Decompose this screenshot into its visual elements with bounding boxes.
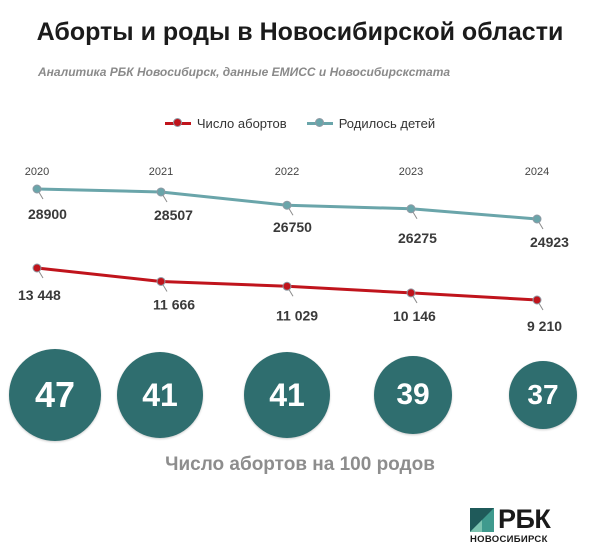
data-label: 24923 (530, 234, 569, 250)
legend-label-births: Родилось детей (338, 116, 436, 131)
legend-label-abortions: Число абортов (196, 116, 287, 131)
data-point (282, 281, 292, 291)
data-label: 26275 (398, 230, 437, 246)
year-label-2021: 2021 (149, 166, 173, 178)
data-point (282, 200, 292, 210)
data-label: 11 666 (153, 296, 195, 312)
data-point (156, 187, 166, 197)
chart-subtitle: Аналитика РБК Новосибирск, данные ЕМИСС … (38, 65, 451, 79)
brand-name: РБК (498, 504, 551, 534)
data-label: 13 448 (18, 287, 61, 303)
data-point (156, 276, 166, 286)
data-label: 9 210 (527, 318, 562, 334)
year-label-2022: 2022 (275, 166, 299, 178)
legend-swatch-births (306, 118, 333, 127)
data-point (32, 184, 42, 194)
legend: Число абортов Родилось детей (0, 116, 600, 131)
year-label-2023: 2023 (399, 166, 423, 178)
data-point (532, 295, 542, 305)
year-label-2024: 2024 (525, 166, 549, 178)
chart-title: Аборты и роды в Новосибирской области (36, 18, 564, 46)
brand-region: НОВОСИБИРСК (470, 534, 548, 545)
data-point (32, 263, 42, 273)
legend-item-births: Родилось детей (306, 116, 436, 131)
data-label: 28507 (154, 207, 193, 223)
legend-item-abortions: Число абортов (164, 116, 287, 131)
data-point (406, 204, 416, 214)
data-point (406, 288, 416, 298)
data-label: 11 029 (276, 307, 318, 323)
data-label: 26750 (273, 219, 312, 235)
data-label: 28900 (28, 206, 67, 222)
ratio-caption: Число абортов на 100 родов (165, 454, 435, 475)
data-point (532, 214, 542, 224)
rbc-logo-icon (470, 508, 494, 532)
data-label: 10 146 (393, 308, 436, 324)
legend-swatch-abortions (164, 118, 191, 127)
year-label-2020: 2020 (25, 166, 49, 178)
